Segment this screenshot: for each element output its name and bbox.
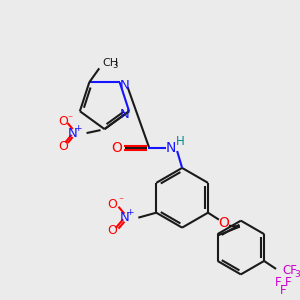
Text: 3: 3 (294, 270, 300, 279)
Text: N: N (119, 211, 129, 224)
Text: N: N (68, 127, 77, 140)
Text: O: O (107, 224, 117, 237)
Text: F: F (280, 284, 286, 297)
Text: O: O (58, 140, 68, 152)
Text: O: O (58, 115, 68, 128)
Text: +: + (74, 124, 81, 133)
Text: F: F (285, 276, 291, 290)
Text: N: N (166, 141, 176, 155)
Text: CF: CF (282, 264, 297, 278)
Text: ⁻: ⁻ (67, 114, 72, 124)
Text: N: N (119, 108, 129, 121)
Text: +: + (126, 208, 133, 217)
Text: CH: CH (102, 58, 118, 68)
Text: O: O (111, 141, 122, 155)
Text: 3: 3 (113, 61, 118, 70)
Text: N: N (120, 79, 130, 92)
Text: H: H (176, 134, 184, 148)
Text: O: O (107, 198, 117, 211)
Text: ⁻: ⁻ (118, 197, 123, 207)
Text: F: F (275, 276, 281, 290)
Text: O: O (218, 216, 229, 230)
